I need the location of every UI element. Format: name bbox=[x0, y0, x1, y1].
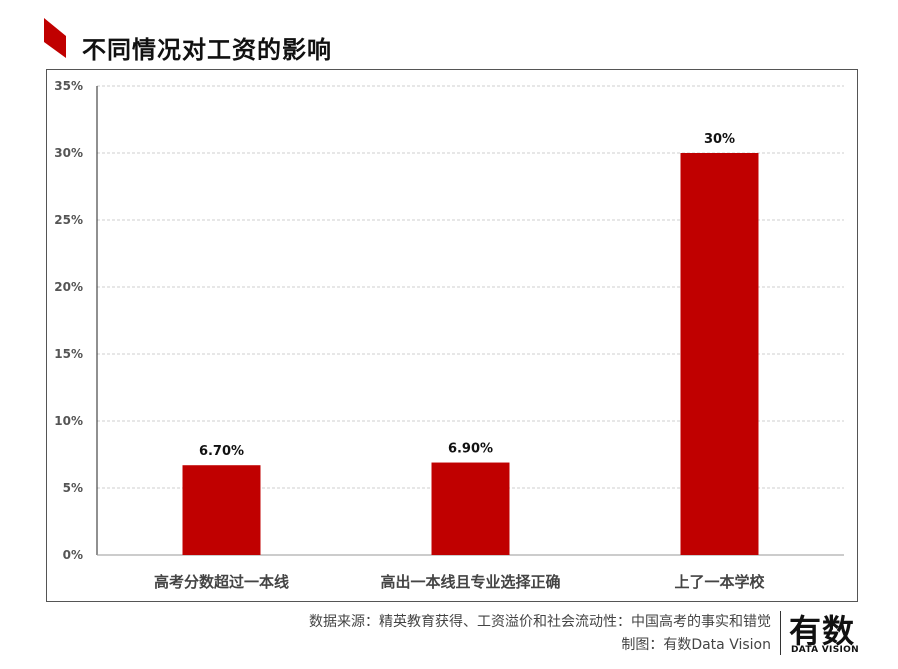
x-tick-label: 上了一本学校 bbox=[674, 573, 765, 591]
bar-chart: 0% 5% 10% 15% 20% 25% 30% 35% 6.70% 高考分数超过一本线 6.90… bbox=[54, 79, 844, 591]
y-tick-label: 0% bbox=[63, 548, 83, 562]
title-accent-marker bbox=[44, 18, 66, 58]
source-text: 数据来源：精英教育获得、工资溢价和社会流动性：中国高考的事实和错觉 bbox=[309, 614, 771, 630]
brand-logo-subtitle: DATA VISION bbox=[791, 645, 859, 655]
y-tick-label: 5% bbox=[63, 481, 83, 495]
data-label: 6.90% bbox=[448, 442, 493, 457]
y-tick-label: 10% bbox=[54, 414, 83, 428]
bar bbox=[182, 465, 261, 555]
y-tick-label: 15% bbox=[54, 347, 83, 361]
bar bbox=[680, 153, 759, 555]
x-tick-label: 高考分数超过一本线 bbox=[154, 573, 289, 591]
bar bbox=[431, 462, 510, 555]
brand-logo: 有数 bbox=[789, 612, 856, 650]
data-label: 6.70% bbox=[199, 444, 244, 459]
page-title: 不同情况对工资的影响 bbox=[82, 36, 332, 64]
data-label: 30% bbox=[704, 132, 735, 147]
y-tick-label: 25% bbox=[54, 213, 83, 227]
y-tick-label: 20% bbox=[54, 280, 83, 294]
y-tick-label: 35% bbox=[54, 79, 83, 93]
credit-text: 制图：有数Data Vision bbox=[621, 637, 771, 653]
chart-frame bbox=[46, 69, 858, 602]
y-tick-label: 30% bbox=[54, 146, 83, 160]
x-tick-label: 高出一本线且专业选择正确 bbox=[380, 573, 560, 591]
logo-divider bbox=[780, 611, 781, 655]
